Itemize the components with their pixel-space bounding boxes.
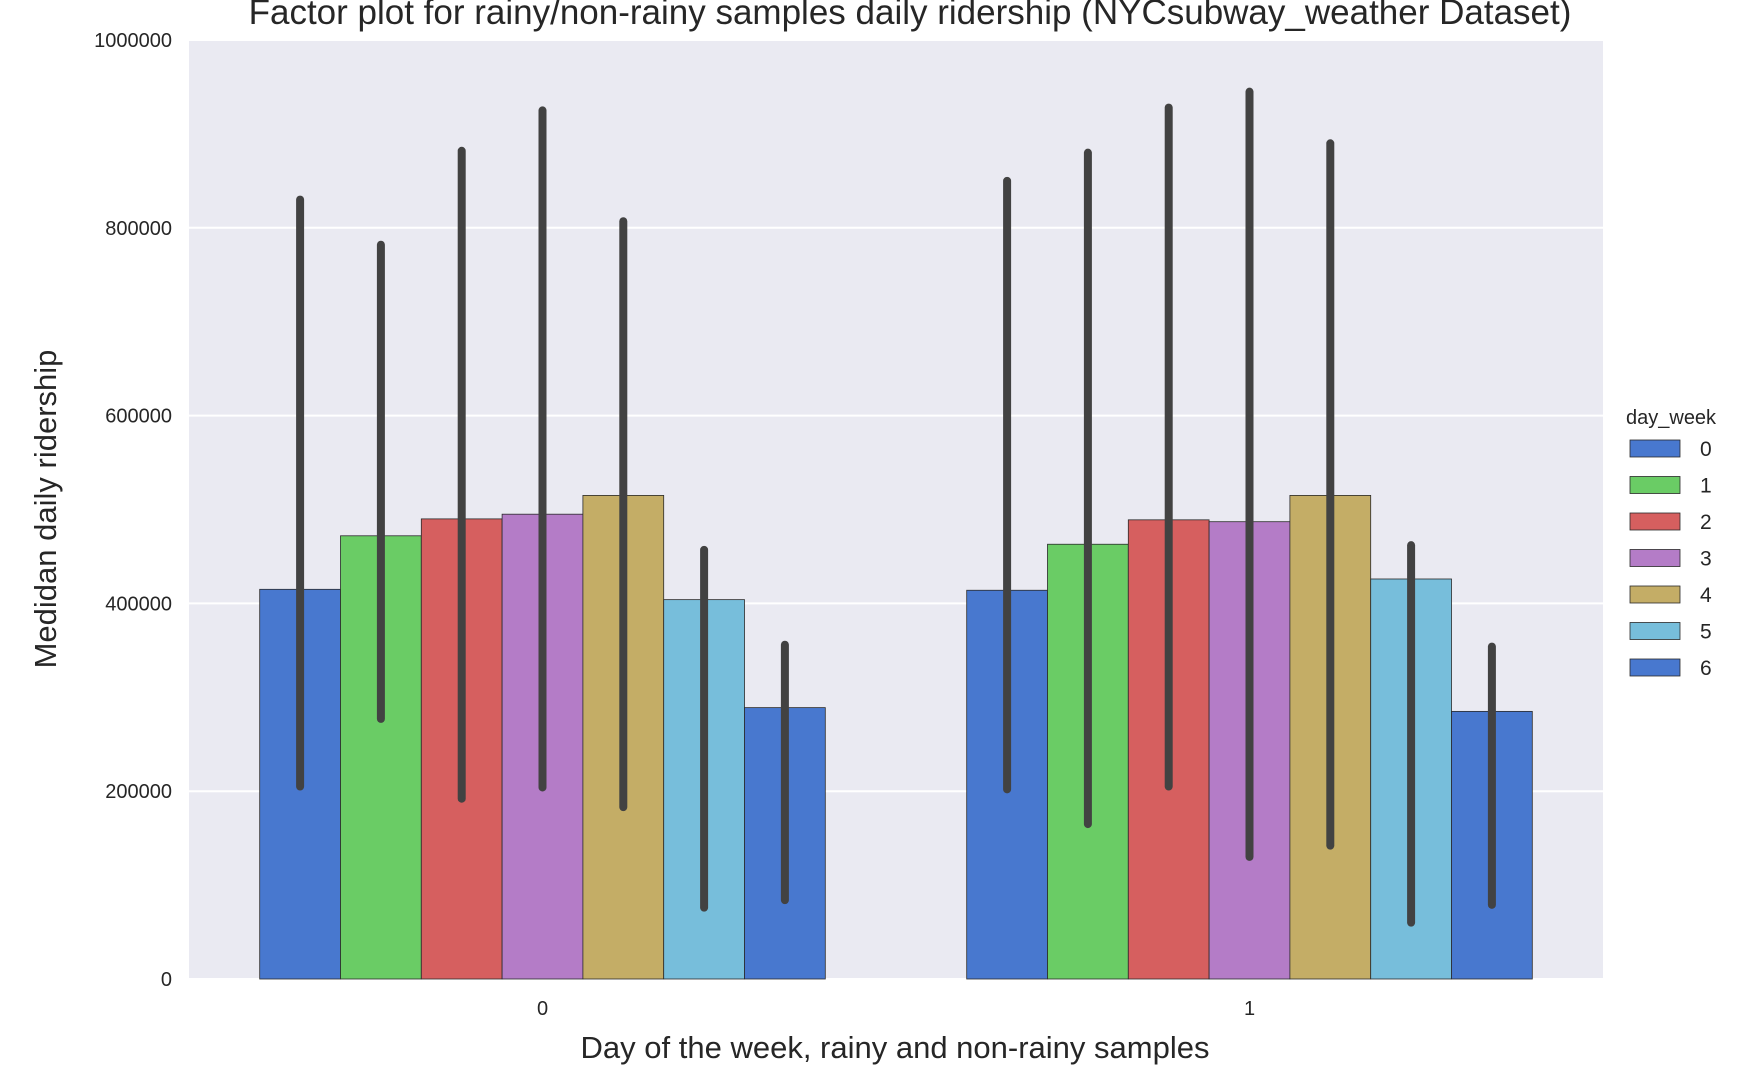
y-tick-label: 600000 <box>105 406 172 428</box>
legend-label: 3 <box>1700 548 1712 571</box>
legend-swatch <box>1629 549 1681 567</box>
x-tick-label: 0 <box>537 998 548 1020</box>
legend-item-day3: 3 <box>1629 548 1712 571</box>
legend-swatch <box>1629 439 1681 458</box>
y-tick-label: 1000000 <box>94 30 172 52</box>
legend-item-day2: 2 <box>1629 511 1712 534</box>
legend-label: 6 <box>1700 657 1712 680</box>
y-tick-label: 0 <box>161 969 172 991</box>
legend-items: 0 1 2 3 4 5 6 <box>1629 438 1712 680</box>
legend-swatch <box>1629 622 1681 640</box>
y-tick-label: 400000 <box>105 593 172 615</box>
y-axis-label: Medidan daily ridership <box>28 350 63 669</box>
y-tick-label: 200000 <box>105 781 172 803</box>
legend: day_week 0 1 2 3 4 5 6 <box>1626 407 1717 680</box>
x-axis-label: Day of the week, rainy and non-rainy sam… <box>581 1030 1210 1065</box>
legend-label: 5 <box>1700 621 1712 644</box>
legend-label: 4 <box>1700 584 1712 607</box>
legend-item-day0: 0 <box>1629 438 1712 461</box>
legend-swatch <box>1629 476 1681 494</box>
legend-label: 2 <box>1700 511 1712 534</box>
legend-item-day6: 6 <box>1629 657 1712 680</box>
y-tick-label: 800000 <box>105 218 172 240</box>
legend-item-day1: 1 <box>1629 475 1712 498</box>
error-bars <box>296 87 1496 927</box>
x-tick-label: 1 <box>1244 998 1255 1020</box>
chart-title: Factor plot for rainy/non-rainy samples … <box>249 0 1572 32</box>
legend-item-day5: 5 <box>1629 621 1712 644</box>
legend-label: 1 <box>1700 475 1712 498</box>
legend-swatch <box>1629 658 1681 677</box>
legend-swatch <box>1629 512 1681 531</box>
legend-label: 0 <box>1700 438 1712 461</box>
legend-title: day_week <box>1626 407 1717 429</box>
y-axis-ticks: 0 200000 400000 600000 800000 1000000 <box>94 30 172 991</box>
legend-swatch <box>1629 585 1681 604</box>
legend-item-day4: 4 <box>1629 584 1712 607</box>
